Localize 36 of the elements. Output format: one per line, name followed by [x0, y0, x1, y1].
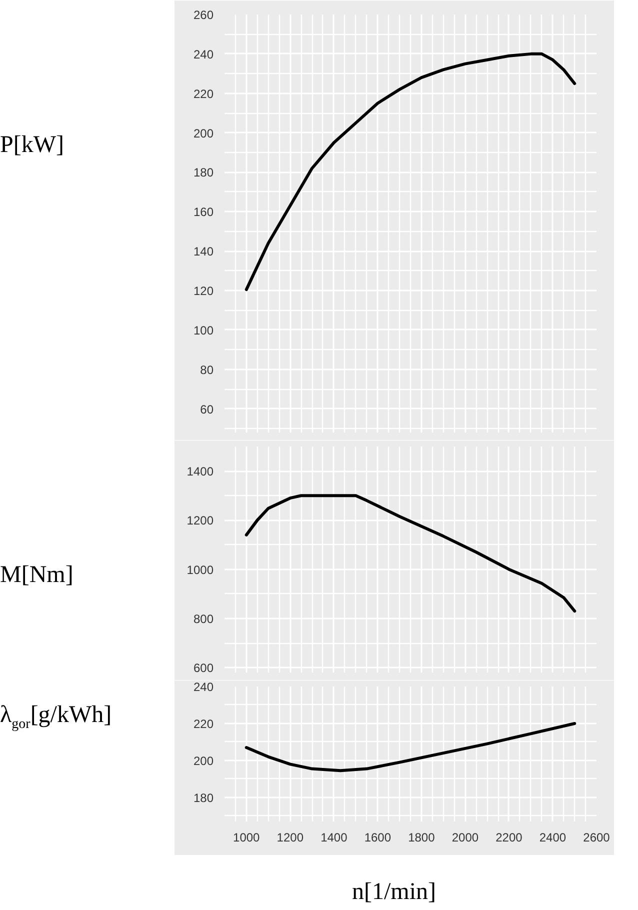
- y-tick-label: 240: [193, 680, 214, 694]
- x-tick-label: 2400: [539, 830, 566, 844]
- line-series: [244, 494, 576, 613]
- y-tick-label: 260: [193, 8, 214, 22]
- x-tick-label: 1600: [364, 830, 392, 844]
- y-tick-label: 600: [193, 661, 214, 676]
- y-tick-label: 220: [193, 716, 214, 731]
- line-series: [244, 52, 576, 292]
- y-tick-label: 80: [200, 362, 214, 377]
- y-tick-label: 1400: [186, 464, 214, 479]
- y-tick-label: 800: [193, 612, 214, 626]
- y-tick-label: 100: [193, 323, 214, 338]
- y-tick-label: 140: [193, 244, 214, 259]
- x-tick-label: 2600: [583, 830, 610, 844]
- y-tick-label: 160: [193, 205, 214, 220]
- y-tick-label: 200: [193, 126, 214, 140]
- y-tick-label: 220: [193, 86, 214, 101]
- x-tick-label: 2200: [496, 830, 523, 844]
- y-tick-label: 120: [193, 284, 214, 298]
- x-tick-label: 2000: [452, 830, 479, 844]
- line-series: [244, 722, 576, 772]
- y-axis-title: P[kW]: [0, 131, 64, 160]
- y-tick-label: 60: [200, 402, 214, 416]
- y-tick-label: 1200: [186, 514, 214, 528]
- y-tick-label: 240: [193, 47, 214, 62]
- y-tick-label: 180: [193, 790, 214, 805]
- x-tick-label: 1400: [320, 830, 348, 844]
- y-tick-label: 200: [193, 754, 214, 768]
- y-axis-title: M[Nm]: [0, 561, 74, 590]
- y-tick-label: 180: [193, 166, 214, 180]
- x-tick-label: 1000: [233, 830, 260, 844]
- x-axis-title: n[1/min]: [351, 878, 437, 907]
- x-tick-label: 1800: [408, 830, 436, 844]
- x-tick-label: 1200: [276, 830, 304, 844]
- y-axis-title: λ$_{gor}$[g/kWh]: [0, 701, 112, 734]
- y-tick-label: 1000: [186, 562, 214, 577]
